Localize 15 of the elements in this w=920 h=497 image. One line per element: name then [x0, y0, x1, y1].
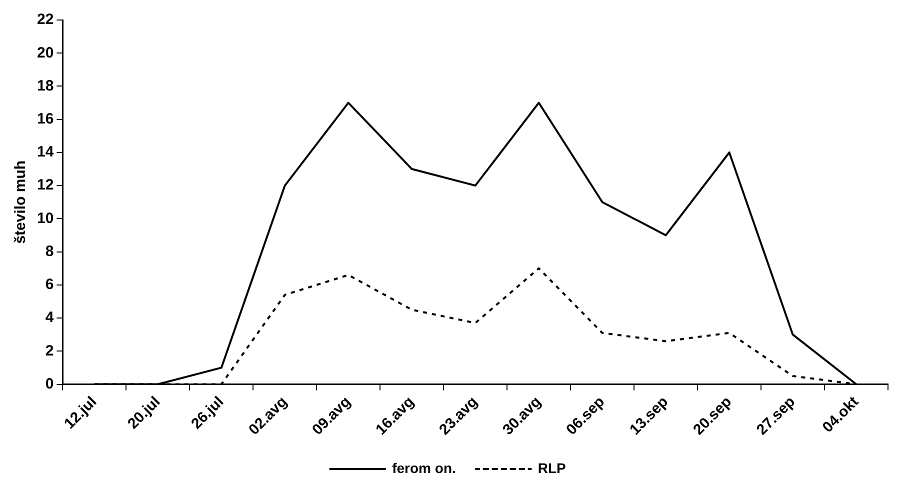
y-tick-label: 18 [36, 77, 54, 94]
y-tick-label: 0 [45, 375, 54, 392]
y-tick-label: 16 [36, 110, 54, 128]
y-tick-label: 20 [36, 44, 54, 62]
y-tick-label: 8 [45, 242, 54, 260]
y-tick-label: 6 [45, 276, 54, 294]
y-tick-label: 12 [36, 176, 54, 194]
y-tick-label: 22 [36, 11, 54, 28]
y-axis-title: število muh [12, 160, 30, 244]
y-tick-label: 4 [45, 309, 54, 326]
y-tick-label: 14 [36, 144, 54, 161]
legend-label: RLP [538, 460, 566, 476]
y-tick-label: 10 [36, 210, 54, 227]
legend-label: ferom on. [392, 460, 456, 476]
y-tick-label: 2 [45, 342, 54, 360]
